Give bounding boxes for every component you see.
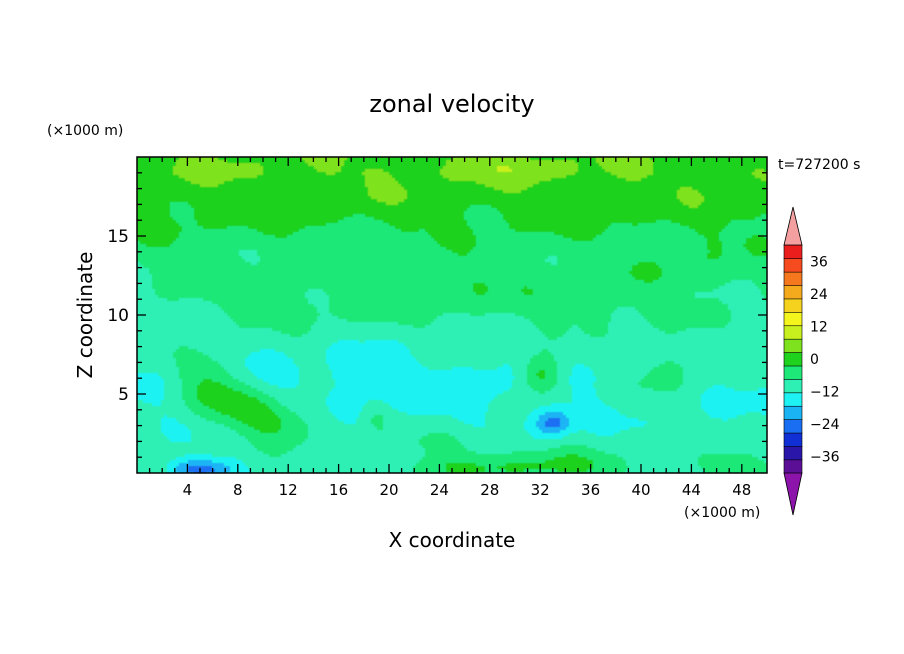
colorbar-tick-label: 12 [810,319,828,335]
colorbar-tick-label: 0 [810,352,819,368]
colorbar-tick-label: −24 [810,417,840,433]
y-axis-label: Z coordinate [73,252,97,379]
x-tick-label: 44 [682,481,701,499]
x-axis-label: X coordinate [389,528,516,552]
x-tick-label: 48 [732,481,751,499]
y-unit-label: (×1000 m) [47,123,123,139]
colorbar: 36 24 12 0 −12 −24 −36 [784,207,840,515]
y-tick-label: 5 [118,385,129,405]
x-tick-label: 12 [279,481,298,499]
colorbar-swatch [784,312,802,326]
x-unit-label: (×1000 m) [684,505,760,521]
x-tick-label: 40 [631,481,650,499]
colorbar-swatch [784,460,802,474]
x-tick-label: 20 [379,481,398,499]
colorbar-swatch [784,245,802,259]
x-tick-label: 28 [480,481,499,499]
colorbar-over-arrow [784,207,802,245]
colorbar-swatch [784,339,802,353]
colorbar-tick-label: −12 [810,385,840,401]
chart-title: zonal velocity [369,90,534,118]
colorbar-swatch [784,406,802,420]
colorbar-swatch [784,299,802,313]
colorbar-tick-label: 24 [810,287,828,303]
colorbar-swatch [784,379,802,393]
x-tick-label: 8 [233,481,243,499]
colorbar-swatch [784,366,802,380]
colorbar-swatch [784,393,802,407]
y-tick-label: 10 [107,306,129,326]
contour-field [137,157,768,476]
y-tick-label: 15 [107,227,129,247]
colorbar-swatch [784,272,802,286]
colorbar-swatch [784,433,802,447]
x-tick-label: 32 [531,481,550,499]
colorbar-swatch [784,325,802,339]
colorbar-swatch [784,419,802,433]
x-tick-label: 16 [329,481,348,499]
time-label: t=727200 s [778,157,860,173]
colorbar-swatch [784,446,802,460]
colorbar-tick-label: 36 [810,254,828,270]
colorbar-swatch [784,352,802,366]
colorbar-swatch [784,258,802,272]
x-tick-label: 36 [581,481,600,499]
colorbar-tick-label: −36 [810,450,840,466]
x-tick-label: 4 [183,481,193,499]
colorbar-swatch [784,285,802,299]
colorbar-under-arrow [784,473,802,515]
x-tick-label: 24 [430,481,449,499]
